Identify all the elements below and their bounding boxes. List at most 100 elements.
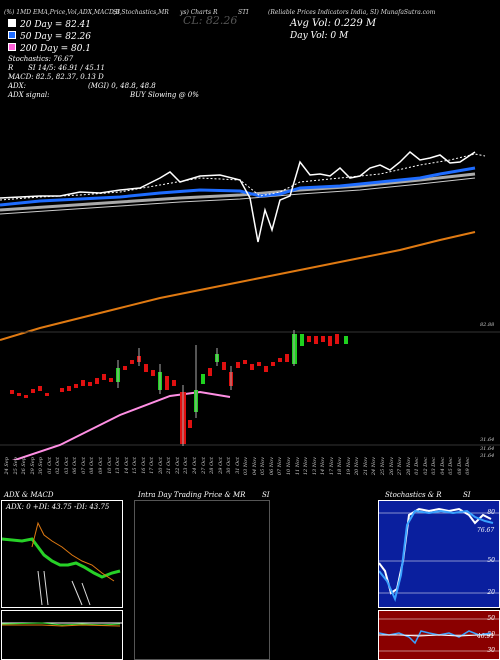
date-tick-label: 11 Nov <box>294 457 301 476</box>
date-tick-label: 08 Oct <box>89 457 96 474</box>
date-tick-label: 12 Nov <box>303 457 310 476</box>
date-tick-label: 20 Oct <box>157 457 164 474</box>
price-label-lower-c: 31.64 <box>480 453 495 459</box>
candle <box>144 364 148 372</box>
candle <box>88 382 92 386</box>
candle <box>151 370 155 376</box>
adx-label: ADX: <box>8 82 27 90</box>
date-tick-label: 24 Sep <box>4 457 10 475</box>
candle <box>257 362 261 366</box>
date-tick-label: 07 Oct <box>80 457 87 474</box>
stochastics-value: Stochastics: 76.67 <box>8 55 74 63</box>
date-tick-label: 08 Dec <box>456 457 463 475</box>
stoch-current-value: 76.67 <box>477 527 495 534</box>
date-tick-label: 04 Dec <box>439 457 446 475</box>
long-ema-band-2 <box>0 177 476 215</box>
date-tick-label: 22 Oct <box>174 457 181 474</box>
stoch-level-80: 80 <box>487 509 495 516</box>
candle <box>60 388 64 392</box>
adx-value: (MGI) 0, 48.8, 48.8 <box>88 82 156 90</box>
legend-ma200: 200 Day = 80.1 <box>8 43 91 54</box>
date-tick-label: 09 Oct <box>98 457 104 474</box>
stoch-level-20: 20 <box>487 589 495 596</box>
date-tick-label: 13 Nov <box>311 457 318 476</box>
avg-volume: Avg Vol: 0.229 M <box>290 18 377 29</box>
stoch-panel-title-right: SI <box>463 491 471 499</box>
chart-title-part2: SI,Stochastics,MR <box>113 9 169 16</box>
candle <box>328 336 332 346</box>
date-tick-label: 30 Oct <box>226 457 233 474</box>
candle <box>250 364 254 370</box>
date-tick-label: 29 Sep <box>29 457 36 475</box>
date-tick-label: 26 Nov <box>388 457 395 476</box>
legend-ma50: 50 Day = 82.26 <box>8 31 91 42</box>
adx-lines <box>2 521 121 606</box>
chart-title-part4: STI <box>238 9 249 16</box>
macd-panel <box>1 610 123 660</box>
date-tick-label: 05 Nov <box>260 457 267 476</box>
date-tick-label: 03 Dec <box>431 457 438 475</box>
date-tick-label: 31 Oct <box>234 457 241 474</box>
candle <box>123 366 127 370</box>
stoch-lines <box>379 507 499 603</box>
price-label-lower-b: 31.64 <box>480 446 495 452</box>
intraday-panel-title-right: SI <box>262 491 270 499</box>
date-tick-label: 14 Nov <box>320 457 327 476</box>
adx-panel-title: ADX & MACD <box>4 491 54 499</box>
candle <box>17 393 21 396</box>
date-tick-label: 04 Nov <box>251 457 258 476</box>
candle <box>321 336 325 342</box>
date-tick-label: 25 Sep <box>12 457 19 475</box>
date-tick-label: 05 Dec <box>448 457 455 475</box>
date-tick-label: 24 Oct <box>192 457 198 474</box>
si-level-mid: 50 <box>487 631 495 638</box>
stochastics-panel: 80 50 20 76.67 <box>378 500 500 608</box>
candle <box>67 386 71 391</box>
price-label-lower-a: 31.64 <box>480 437 495 443</box>
macd-value: MACD: 82.5, 82.37, 0.13 D <box>8 73 104 81</box>
adx-signal-value: BUY Slowing @ 0% <box>130 91 199 99</box>
date-tick-label: 14 Oct <box>123 457 130 474</box>
candle <box>31 389 35 393</box>
candle <box>236 362 240 368</box>
date-tick-label: 27 Nov <box>397 457 404 476</box>
candle-wicks <box>117 330 295 446</box>
date-tick-label: 21 Nov <box>362 457 369 476</box>
candle <box>172 380 176 386</box>
date-tick-label: 25 Nov <box>380 457 386 476</box>
date-tick-label: 19 Nov <box>345 457 352 476</box>
chart-title-part1: (%) 1MD EMA,Price,Vol,ADX,MACD,B <box>4 9 120 16</box>
candle <box>130 360 134 364</box>
candle <box>10 390 14 394</box>
si-lines <box>379 618 499 652</box>
date-tick-label: 18 Nov <box>337 457 344 476</box>
candle <box>45 393 49 396</box>
price-line <box>0 150 476 243</box>
date-tick-label: 29 Oct <box>217 457 224 474</box>
date-tick-label: 03 Nov <box>243 457 250 476</box>
candle <box>271 362 275 366</box>
price-label-upper: 82.88 <box>480 322 495 328</box>
ma50-line <box>0 166 476 207</box>
main-price-chart <box>0 150 500 446</box>
date-tick-label: 06 Oct <box>72 457 79 474</box>
candle <box>314 336 318 344</box>
date-tick-label: 17 Oct <box>149 457 156 474</box>
date-tick-label: 10 Oct <box>106 457 113 474</box>
date-tick-label: 28 Oct <box>209 457 216 474</box>
candle <box>243 360 247 364</box>
stoch-panel-title: Stochastics & R <box>385 491 442 499</box>
date-tick-label: 01 Oct <box>46 457 53 474</box>
candle <box>95 378 99 384</box>
date-tick-label: 26 Sep <box>21 457 28 475</box>
macd-lines <box>2 622 122 627</box>
candle <box>208 368 212 376</box>
date-tick-label: 01 Dec <box>414 457 421 475</box>
intraday-panel-title: Intra Day Trading Price & MR <box>138 491 246 499</box>
candle <box>300 334 304 346</box>
date-tick-label: 21 Oct <box>166 457 173 474</box>
candlestick-chart <box>10 330 348 460</box>
pink-trend-line <box>11 390 231 460</box>
adx-signal-label: ADX signal: <box>8 91 50 99</box>
candle <box>222 362 226 370</box>
